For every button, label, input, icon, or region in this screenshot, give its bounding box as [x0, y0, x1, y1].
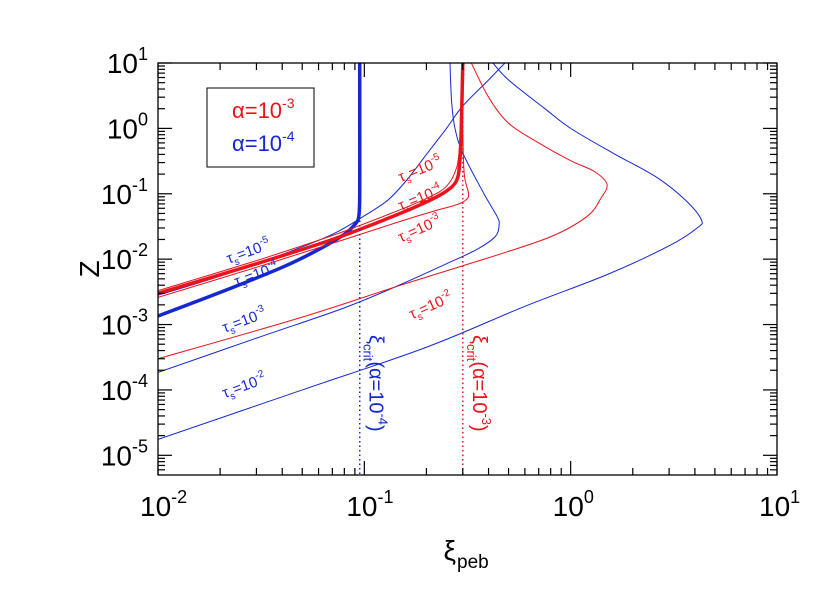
- tau-label-7: τs=10-2: [406, 287, 457, 326]
- x-tick-label: 100: [553, 487, 594, 522]
- series-curve-alpha-1e-3-tau-2: [158, 63, 608, 360]
- tau-labels: τs=10-5τs=10-4τs=10-3τs=10-2τs=10-5τs=10…: [219, 151, 457, 404]
- series-curve-alpha-1e-4-tau-2: [158, 63, 703, 440]
- xi-crit-lines: [358, 63, 464, 475]
- xi-crit-label-alpha-1e-4: ξcrit(α=10-4): [361, 335, 391, 432]
- curves-layer: [158, 63, 703, 440]
- ticks-layer: 10-2 10-1 100 101 10-5 10-4 10-3 10-2 10-1 100 101: [101, 44, 800, 522]
- tau-label-6: τs=10-3: [395, 210, 446, 249]
- legend-entry-alpha-1e-4: α=10-4: [232, 128, 295, 156]
- xi-crit-labels: ξcrit(α=10-3) ξcrit(α=10-4): [361, 335, 494, 432]
- x-axis-label: ξ peb: [443, 535, 488, 573]
- tau-label-2: τs=10-3: [219, 303, 269, 339]
- xi-crit-label-alpha-1e-3: ξcrit(α=10-3): [464, 335, 494, 432]
- y-tick-label: 101: [107, 44, 148, 79]
- y-tick-label: 100: [107, 109, 148, 144]
- y-tick-label: 10-5: [101, 436, 148, 471]
- series-curve-alpha-1e-4-tau-3: [158, 63, 500, 373]
- x-tick-label: 10-1: [346, 487, 393, 522]
- y-tick-label: 10-4: [101, 371, 148, 406]
- x-tick-label: 10-2: [140, 487, 187, 522]
- tau-label-3: τs=10-2: [219, 368, 269, 404]
- x-tick-label: 101: [759, 487, 800, 522]
- plot-frame: [157, 62, 778, 476]
- legend-entry-alpha-1e-3: α=10-3: [232, 95, 295, 123]
- y-tick-label: 10-3: [101, 306, 148, 341]
- y-axis-label: Z: [74, 260, 105, 277]
- legend-box: [206, 87, 315, 168]
- series-curve-alpha-1e-3-tau-4: [158, 63, 465, 296]
- y-tick-label: 10-2: [101, 240, 148, 275]
- legend: α=10-3 α=10-4: [206, 87, 315, 168]
- x-axis-label-main: ξ: [443, 535, 456, 566]
- y-tick-label: 10-1: [101, 175, 148, 210]
- x-axis-label-sub: peb: [457, 552, 489, 573]
- series-curve-alpha-1e-3-tau-3: [158, 63, 470, 298]
